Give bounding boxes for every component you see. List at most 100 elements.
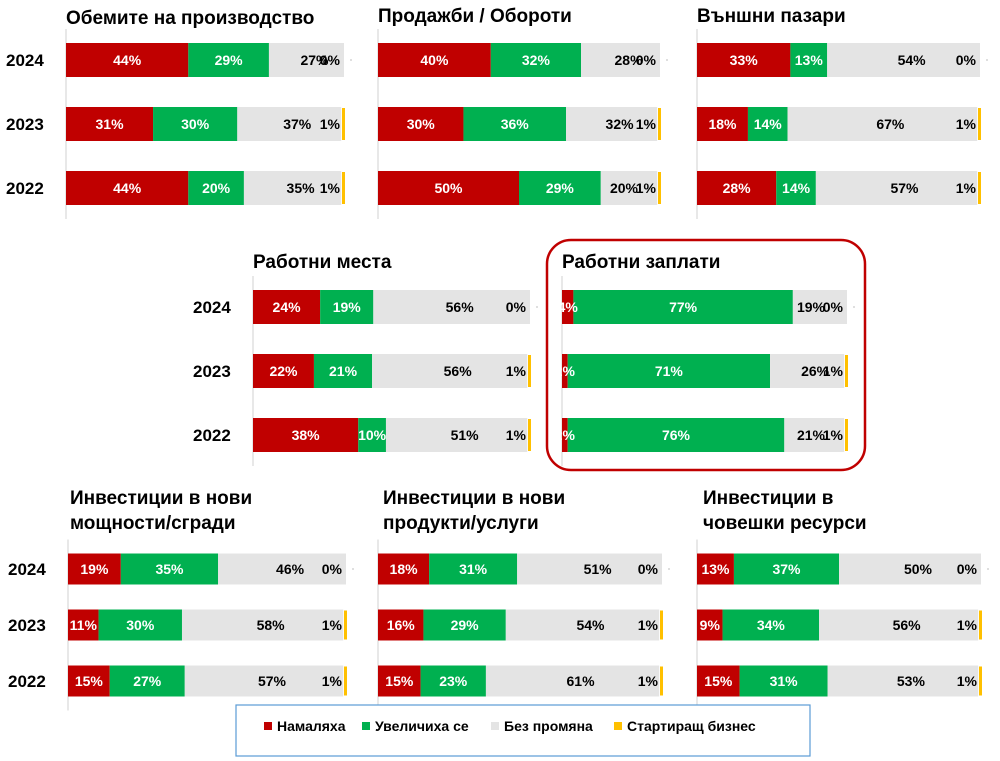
data-label: 56% [444,363,473,379]
data-label: 18% [708,116,737,132]
bar-segment-decreased [66,43,189,77]
data-label: 18% [390,561,419,577]
data-label: 40% [420,52,449,68]
chart-title: Инвестиции в нови мощности/сгради [70,488,252,534]
data-label: 30% [126,617,155,633]
bar-segment-increased [722,609,820,641]
legend-item-increased: Увеличиха се [362,718,469,734]
bar-segment-startup [342,108,345,140]
bar-segment-startup [845,355,848,387]
bar-segment-startup [344,666,347,696]
data-label: 26% [801,363,830,379]
data-label: 53% [897,673,926,689]
data-label: 27% [133,673,162,689]
year-tick-label: 2022 [193,426,231,445]
bar-segment-increased [423,609,506,641]
data-label: 1% [320,116,341,132]
bar-segment-startup [978,172,981,204]
data-label: 32% [522,52,551,68]
bar-segment-no-change [373,290,530,324]
data-label: 11% [70,617,98,633]
data-label: 1% [957,673,978,689]
bar-segment-startup [660,666,663,696]
data-label: 23% [439,673,468,689]
data-label: 33% [730,52,759,68]
data-label: 31% [96,116,125,132]
bar-segment-increased [490,43,582,77]
data-label: 0% [320,52,341,68]
data-label: 20% [202,180,231,196]
legend-swatch [362,722,370,730]
bar-segment-no-change [770,354,845,388]
data-label: 4% [558,299,579,315]
data-label: 2% [555,427,576,443]
year-tick-label: 2024 [8,560,46,579]
data-label: 1% [506,427,527,443]
bar-segment-increased [463,107,566,141]
year-tick-label: 2023 [8,616,46,635]
year-tick-label: 2024 [193,298,231,317]
bar-segment-increased [519,171,601,205]
bar-segment-no-change [181,609,344,641]
data-label: 29% [451,617,480,633]
bar-segment-startup [979,666,982,696]
data-label: 35% [287,180,316,196]
chart-title: Работни заплати [562,252,720,273]
year-tick-label: 2022 [8,672,46,691]
data-label: 1% [506,363,527,379]
bar-segment-no-change [184,665,344,697]
data-label: 46% [276,561,305,577]
data-label: 34% [757,617,786,633]
bar-segment-decreased [562,290,574,324]
chart-panel-7: Инвестиции в нови продукти/услуги 18% 31% 51… [377,488,670,711]
chart-title: Обемите на производство [66,8,314,29]
data-label: 10% [358,427,387,443]
bar-segment-increased [573,290,793,324]
bar-segment-increased [98,609,182,641]
data-label: 20% [610,180,639,196]
bar-segment-increased [313,354,373,388]
bar-segment-startup [528,355,531,387]
bar-segment-increased [109,665,185,697]
bar-segment-increased [790,43,828,77]
chart-panel-4: Работни места 2024 24% 19% 56% 0% 2023 22% 21% 56… [193,252,538,466]
bar-segment-no-change [787,107,978,141]
chart-title: Продажби / Обороти [378,6,572,27]
chart-panel-8: Инвестиции в човешки ресурси 13% 37% 50% 0% 9%… [696,488,989,711]
data-label: 57% [890,180,919,196]
year-tick-label: 2023 [193,362,231,381]
data-label: 28% [615,52,644,68]
data-label: 30% [407,116,436,132]
data-label: 35% [155,561,184,577]
bar-segment-increased [320,290,374,324]
data-label: 1% [956,180,977,196]
legend-label: Без промяна [504,718,593,734]
bar-segment-increased [120,553,219,585]
bar-segment-no-change [815,171,978,205]
chart-panel-6: Инвестиции в нови мощности/сгради 2024 19% 3… [8,488,354,711]
bar-segment-increased [739,665,828,697]
data-label: 0% [636,52,657,68]
bar-segment-no-change [268,43,344,77]
data-label: 0% [506,299,527,315]
legend: Намаляха Увеличиха се Без промяна Стартиращ… [235,704,811,757]
data-label: 0% [956,52,977,68]
bar-segment-decreased [378,553,430,585]
legend-swatch [491,722,499,730]
chart-panel-1: Обемите на производство 2024 44% 29% 27%0% 20… [6,8,352,219]
data-label: 31% [459,561,488,577]
data-label: 37% [772,561,801,577]
bar-segment-no-change [819,609,979,641]
data-label: 22% [269,363,298,379]
bar-segment-no-change [792,290,847,324]
bar-segment-decreased [253,418,359,452]
bar-segment-startup [658,172,661,204]
data-label: 1% [636,116,657,132]
bar-segment-no-change [218,553,346,585]
bar-segment-no-change [243,171,342,205]
chart-title: Инвестиции в нови продукти/услуги [383,488,565,534]
bar-segment-no-change [237,107,342,141]
legend-frame [235,704,811,757]
